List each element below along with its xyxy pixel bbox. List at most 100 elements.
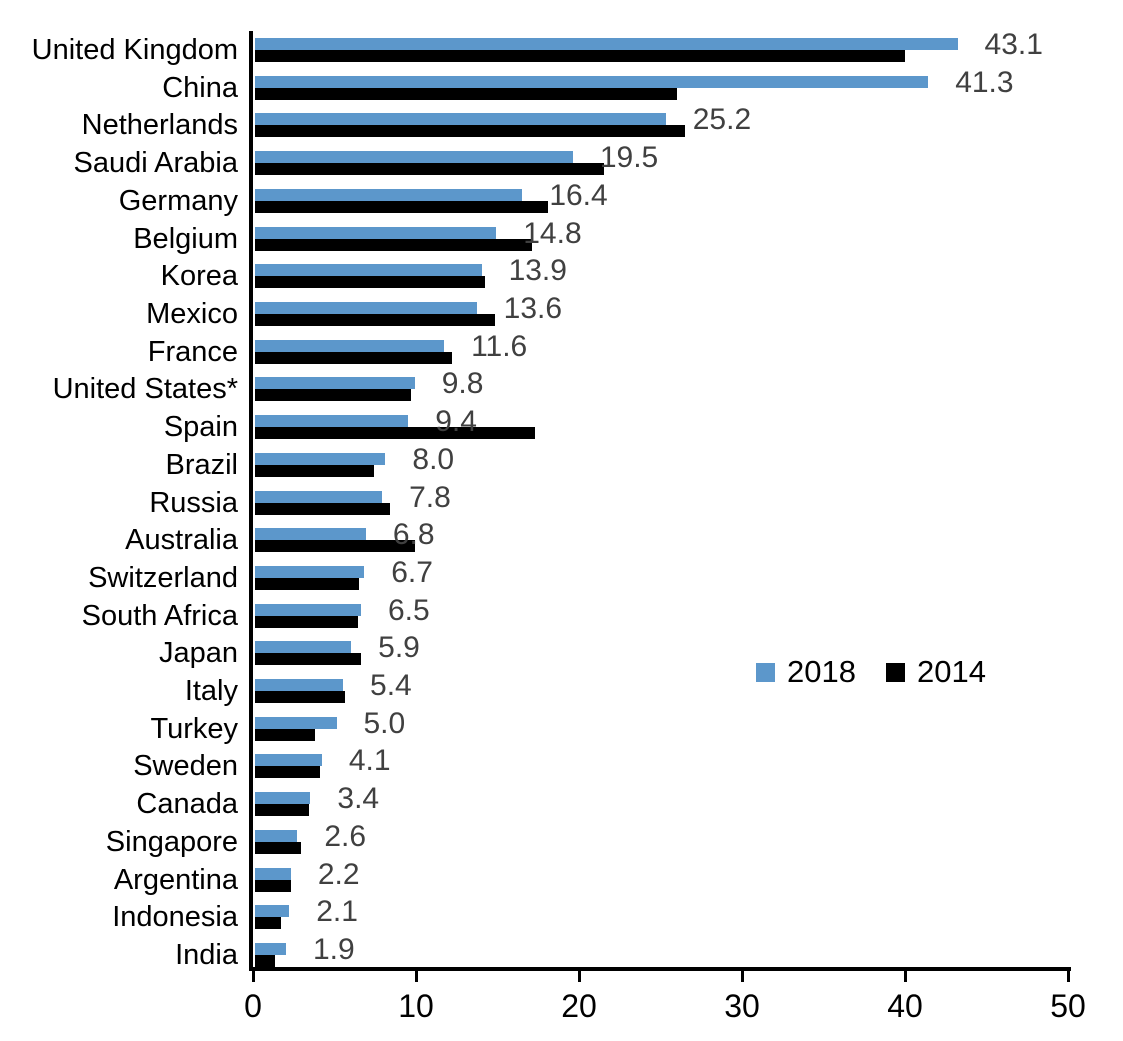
value-label: 1.9 [312,933,355,967]
category-label: Japan [158,637,238,670]
category-label: Belgium [133,222,238,255]
x-tick-label: 50 [1050,988,1086,1024]
value-label: 6.8 [392,518,435,552]
value-label: 41.3 [955,65,1014,99]
bar-2018 [255,716,337,729]
bar-2018 [255,528,366,541]
bar-2014 [255,615,358,628]
bar-2018 [255,339,445,352]
bar-2018 [255,490,383,503]
x-tick [251,971,255,982]
value-label: 14.8 [523,216,582,250]
category-label: Germany [118,184,238,217]
bar-2018 [255,792,311,805]
category-label: Russia [149,486,238,519]
bar-2014 [255,125,686,138]
category-label: Singapore [105,825,238,858]
legend-label-2018: 2018 [787,654,856,689]
bar-2014 [255,917,282,930]
category-label: Turkey [150,712,238,745]
bar-2018 [255,603,361,616]
category-label: Indonesia [112,901,238,934]
bar-2014 [255,464,374,477]
bar-2014 [255,766,321,779]
value-label: 6.5 [387,593,430,627]
bar-2014 [255,50,906,62]
x-tick-label: 0 [244,988,262,1024]
bar-2014 [255,841,301,854]
bar-2018 [255,565,365,578]
category-label: Switzerland [88,561,238,594]
category-label: Argentina [113,863,238,896]
value-label: 13.9 [508,254,567,288]
bar-2018 [255,679,344,692]
bar-2014 [255,276,485,289]
y-axis-line [249,31,253,971]
bar-2018 [255,188,523,201]
value-label: 11.6 [471,329,528,363]
value-label: 2.6 [324,819,367,853]
category-label: Brazil [165,448,238,481]
x-tick [1066,971,1070,982]
bar-2018 [255,754,322,767]
category-label: United Kingdom [31,34,238,66]
bar-2014 [255,728,316,741]
value-label: 16.4 [549,178,608,212]
category-label: China [162,71,238,104]
bar-2014 [255,691,345,704]
value-label: 19.5 [599,141,659,175]
x-tick [740,971,744,982]
value-label: 9.8 [441,367,484,401]
bar-2018 [255,867,291,880]
category-label: Netherlands [81,109,238,142]
bar-2014 [255,653,361,666]
bar-2018 [255,226,497,239]
bar-2018 [255,301,477,314]
value-label: 6.7 [391,555,433,589]
bar-2014 [255,879,291,892]
bar-2018 [255,264,482,277]
value-label: 2.2 [317,857,360,891]
bar-2014 [255,313,495,326]
x-tick [903,971,907,982]
bar-2018 [255,75,929,88]
bar-2014 [255,238,533,251]
value-label: 9.4 [435,405,477,439]
bar-2014 [255,804,309,817]
value-label: 5.4 [370,669,412,703]
bar-2018 [255,38,958,50]
bar-2014 [255,540,415,553]
bar-2014 [255,955,275,968]
value-label: 5.0 [363,706,406,740]
category-label: Spain [163,411,238,444]
value-label: 7.8 [409,480,451,514]
category-label: Saudi Arabia [73,147,238,180]
x-tick-label: 20 [561,988,597,1024]
bar-2014 [255,87,678,100]
x-axis-line [249,967,1071,971]
legend-swatch-2018 [756,662,775,682]
value-label: 25.2 [692,103,752,137]
bar-2014 [255,351,453,364]
legend-label-2014: 2014 [916,654,986,689]
bar-2014 [255,389,412,402]
category-label: Australia [125,524,238,557]
bar-2018 [255,377,415,390]
value-label: 5.9 [378,631,420,665]
value-label: 43.1 [984,28,1043,61]
bar-2018 [255,829,298,842]
bar-2014 [255,200,549,213]
legend-swatch-2014 [885,662,905,682]
bar-2018 [255,452,386,465]
category-label: Mexico [146,297,238,330]
category-label: South Africa [81,599,238,632]
legend: 2018 2014 [756,655,1004,689]
category-label: Canada [136,788,238,821]
bar-2018 [255,151,573,164]
bar-2018 [255,113,666,126]
category-label: India [175,939,238,972]
x-tick-label: 30 [724,988,760,1024]
bar-2014 [255,502,391,515]
x-tick-label: 40 [887,988,923,1024]
category-label: Sweden [133,750,238,783]
